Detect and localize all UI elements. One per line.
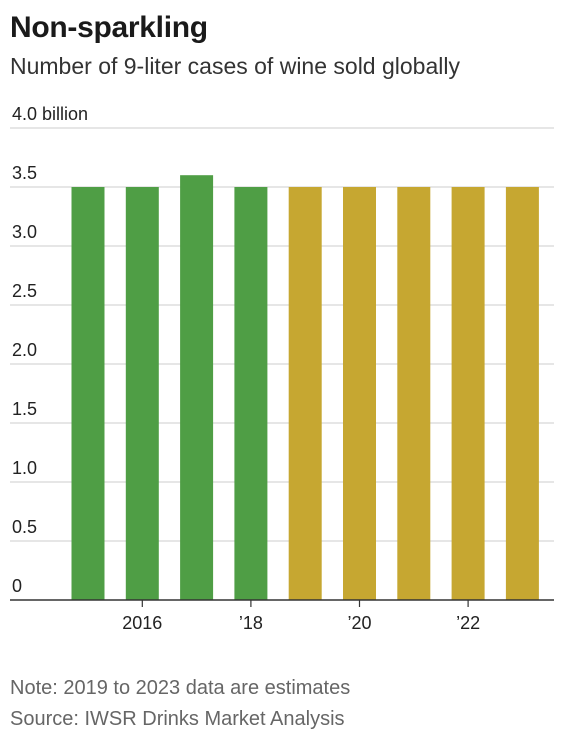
bar-2019 [288,187,322,600]
estimate-note: Note: 2019 to 2023 data are estimates [10,677,351,699]
tick-labels: 0 0.5 1.0 1.5 2.0 2.5 3.0 3.5 4.0 billion 2016 ’18… [12,104,480,633]
chart-notes: Note: 2019 to 2023 data are estimates So… [10,673,350,735]
y-tick-label: 2.5 [12,281,37,301]
y-tick-label: 1.0 [12,458,37,478]
bar-2022 [451,187,485,600]
y-tick-label: 4.0 billion [12,104,88,124]
bars [71,175,539,600]
source-note: Source: IWSR Drinks Market Analysis [10,708,345,730]
chart-title: Non-sparkling [10,11,208,44]
y-tick-label: 3.0 [12,222,37,242]
chart-subtitle: Number of 9-liter cases of wine sold glo… [10,53,460,79]
x-tick-label: ’18 [239,613,263,633]
bar-chart: 0 0.5 1.0 1.5 2.0 2.5 3.0 3.5 4.0 billion 2016 ’18… [10,104,554,633]
y-tick-label: 0 [12,576,22,596]
bar-2023 [505,187,539,600]
bar-2020 [343,187,376,600]
bar-2021 [397,187,431,600]
bar-2017 [180,175,214,600]
y-tick-label: 2.0 [12,340,37,360]
y-tick-label: 1.5 [12,399,37,419]
x-axis [10,599,554,607]
y-tick-label: 0.5 [12,517,37,537]
x-tick-label: 2016 [122,613,162,633]
x-tick-label: ’22 [456,613,480,633]
bar-2018 [234,187,268,600]
bar-2016 [125,187,159,600]
bar-2015 [71,187,105,600]
y-tick-label: 3.5 [12,163,37,183]
x-tick-label: ’20 [347,613,371,633]
